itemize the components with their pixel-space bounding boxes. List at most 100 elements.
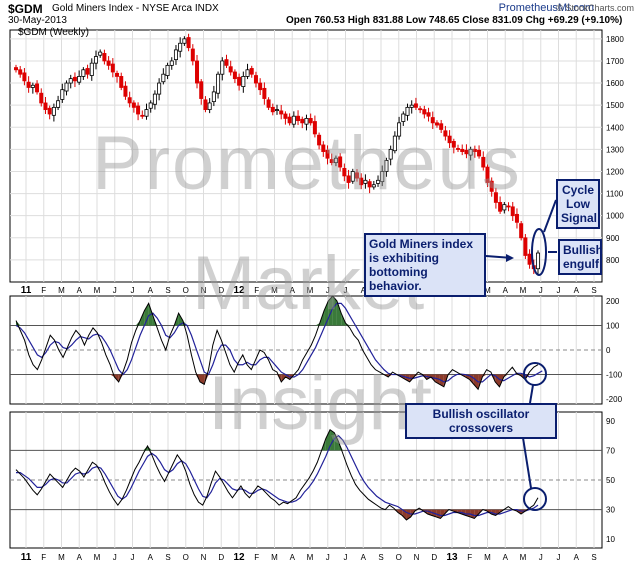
crossovers-callout: Bullish oscillator crossovers [405, 403, 557, 439]
candle-body [199, 81, 204, 99]
x-tick-label-bottom: O [396, 553, 402, 562]
candle-body [220, 60, 225, 75]
candle-body [249, 68, 254, 75]
candle-body [350, 171, 355, 182]
candle-body [30, 84, 35, 88]
x-tick-label-bottom: S [591, 553, 596, 562]
candle-body [39, 92, 44, 104]
x-tick-label-bottom: 13 [446, 552, 458, 563]
candle-body [493, 192, 498, 203]
candle-body [451, 141, 456, 148]
candle-body [169, 60, 174, 66]
candle-body [148, 102, 153, 109]
oversold-fill [474, 509, 479, 519]
candle-body [26, 81, 31, 88]
x-tick-label-bottom: J [326, 553, 330, 562]
candle-body [498, 202, 503, 212]
candle-body [56, 100, 61, 108]
brand-link[interactable]: PrometheusMI.com [498, 2, 594, 14]
osc1-slow-line [15, 302, 543, 383]
candle-body [413, 103, 418, 108]
y-tick-label-osc2: 50 [606, 476, 615, 485]
y-tick-label-price: 900 [606, 234, 620, 243]
candle-body [342, 167, 347, 177]
candle-body [228, 66, 233, 73]
y-tick-label-price: 1300 [606, 145, 624, 154]
x-tick-label-top: O [183, 286, 189, 295]
osc1-fast-line [15, 295, 539, 391]
candle-body [131, 102, 136, 108]
oversold-fill [436, 509, 441, 519]
y-tick-label-osc1: -100 [606, 371, 623, 380]
candle-body [253, 75, 258, 84]
candle-body [157, 82, 162, 95]
x-tick-label-top: M [520, 286, 527, 295]
candle-body [115, 72, 120, 77]
x-tick-label-top: F [41, 286, 46, 295]
x-tick-label-bottom: N [201, 553, 207, 562]
x-tick-label-top: A [77, 286, 83, 295]
x-tick-label-bottom: A [503, 553, 509, 562]
x-tick-label-bottom: 11 [21, 552, 32, 563]
oversold-fill [440, 509, 445, 519]
x-tick-label-bottom: J [557, 553, 561, 562]
candle-body [502, 204, 507, 211]
candle-body [430, 117, 435, 124]
y-tick-label-osc1: 0 [606, 346, 611, 355]
candle-body [312, 121, 317, 135]
oversold-fill [465, 509, 471, 517]
x-tick-label-top: M [307, 286, 314, 295]
candle-body [418, 108, 423, 111]
x-tick-label-top: 11 [21, 285, 32, 296]
stockcharts-credit: © StockCharts.com [556, 3, 634, 13]
candle-body [422, 109, 427, 115]
candle-body [119, 76, 124, 88]
candle-body [123, 85, 128, 97]
candle-body [35, 83, 40, 93]
panel-frame-1 [9, 29, 603, 283]
x-tick-label-bottom: J [539, 553, 543, 562]
x-tick-label-top: F [254, 286, 259, 295]
candle-body [472, 148, 477, 152]
candle-body [536, 252, 541, 270]
x-tick-label-bottom: A [574, 553, 580, 562]
crossover-circle-2 [523, 487, 547, 511]
candle-body [304, 118, 309, 125]
x-tick-label-bottom: M [484, 553, 491, 562]
y-tick-label-osc2: 70 [606, 446, 615, 455]
x-tick-label-top: J [344, 286, 348, 295]
y-tick-label-osc1: 100 [606, 321, 620, 330]
oversold-fill [470, 509, 475, 519]
candle-body [321, 144, 326, 152]
y-tick-label-price: 1500 [606, 101, 624, 110]
candle-body [426, 112, 431, 117]
candle-body [77, 76, 82, 83]
candle-body [380, 171, 385, 183]
candle-body [195, 60, 200, 84]
x-tick-label-bottom: F [254, 553, 259, 562]
x-tick-label-top: A [361, 286, 367, 295]
candle-body [173, 49, 178, 61]
candle-body [287, 116, 292, 124]
candle-body [354, 172, 359, 179]
candle-body [338, 156, 343, 168]
x-tick-label-bottom: F [467, 553, 472, 562]
y-tick-label-osc2: 30 [606, 506, 615, 515]
y-tick-label-osc1: -200 [606, 395, 623, 404]
x-tick-label-top: A [503, 286, 509, 295]
candle-body [245, 69, 250, 77]
y-tick-label-price: 1400 [606, 123, 624, 132]
candle-body [296, 115, 301, 122]
x-tick-label-bottom: M [520, 553, 527, 562]
candle-body [279, 110, 284, 115]
axis-labels: 11 11 F F M M A A M M J J J J A A S S O O N N D D 12 12 F F M M A A M M J J… [21, 35, 625, 563]
candle-body [514, 213, 519, 223]
panel-label: $GDM (Weekly) [18, 27, 89, 38]
y-tick-label-price: 1200 [606, 167, 624, 176]
candle-body [397, 122, 402, 137]
candle-body [523, 237, 528, 256]
candle-body [136, 105, 141, 115]
candle-body [460, 148, 465, 152]
x-tick-label-bottom: M [58, 553, 65, 562]
candle-body [359, 177, 364, 186]
